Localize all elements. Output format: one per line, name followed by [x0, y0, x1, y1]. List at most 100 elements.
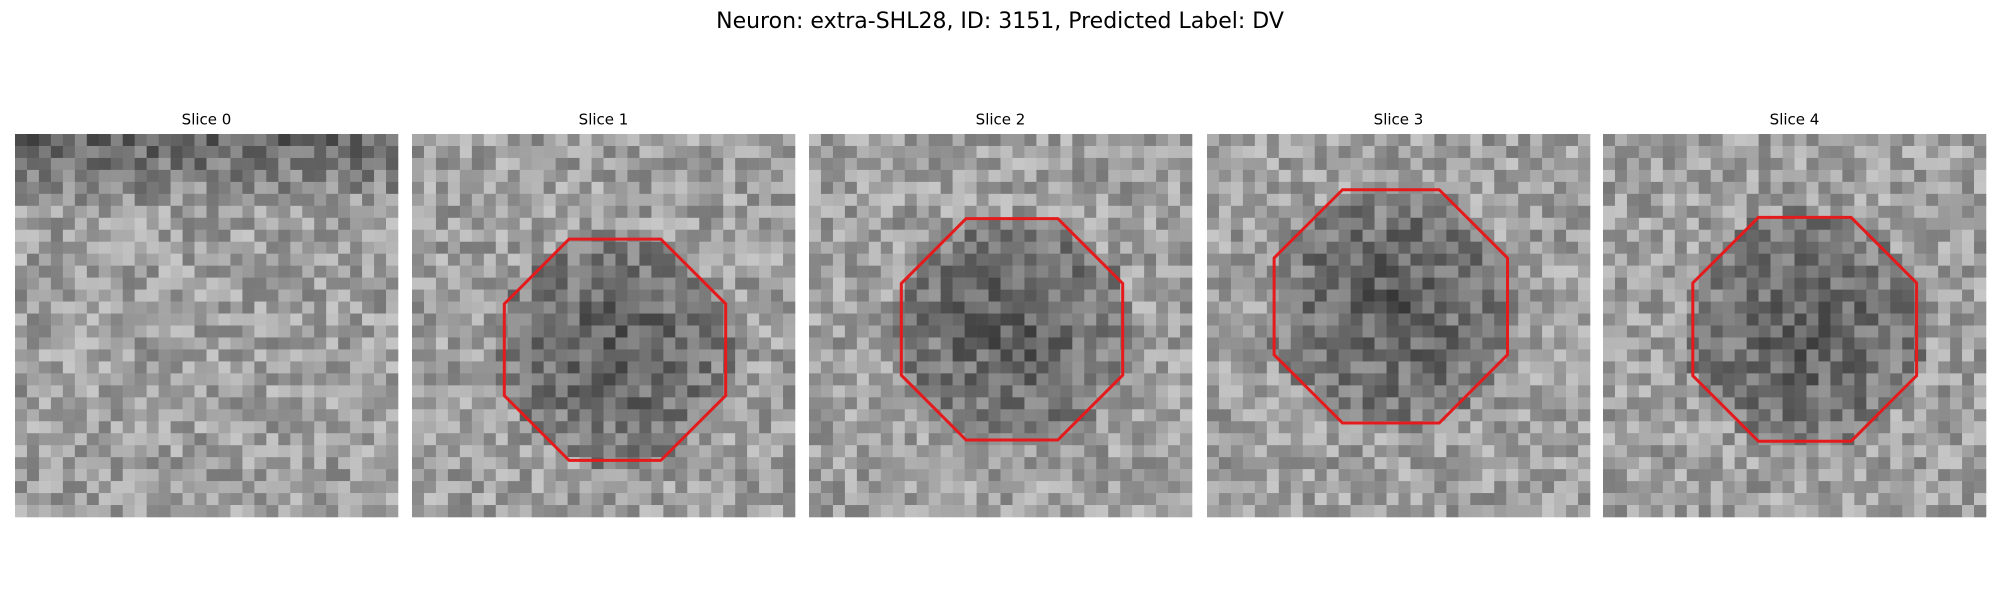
pixel [1626, 253, 1640, 266]
pixel [1374, 277, 1387, 290]
pixel [1302, 505, 1316, 518]
pixel [146, 397, 159, 410]
pixel [1374, 253, 1387, 266]
pixel [412, 433, 425, 446]
pixel [412, 409, 425, 422]
pixel [1012, 145, 1025, 159]
pixel [759, 157, 772, 171]
pixel [868, 505, 882, 518]
pixel [832, 265, 846, 278]
pixel [1422, 253, 1435, 266]
pixel [1458, 421, 1471, 434]
pixel [1230, 433, 1244, 446]
pixel [230, 265, 243, 278]
pixel [447, 289, 461, 302]
pixel [1506, 337, 1519, 350]
pixel [591, 325, 604, 338]
pixel [62, 361, 76, 374]
pixel [783, 361, 796, 374]
pixel [940, 505, 953, 518]
pixel [278, 181, 291, 195]
pixel [38, 301, 52, 314]
pixel [711, 241, 724, 254]
pixel [362, 505, 375, 518]
pixel [74, 397, 88, 410]
pixel [976, 277, 989, 290]
pixel [627, 361, 640, 374]
pixel [1506, 205, 1519, 219]
pixel [1386, 457, 1399, 470]
pixel [1638, 409, 1652, 422]
pixel [62, 301, 76, 314]
pixel [603, 361, 616, 374]
pixel [1603, 433, 1616, 446]
pixel [182, 493, 195, 506]
pixel [1362, 481, 1375, 494]
pixel [771, 181, 784, 195]
pixel [1120, 409, 1133, 422]
pixel [1362, 361, 1375, 374]
pixel [1950, 277, 1963, 290]
pixel [952, 193, 965, 207]
pixel [1638, 193, 1652, 207]
pixel [447, 361, 461, 374]
pixel [1494, 217, 1507, 231]
pixel [1168, 229, 1181, 243]
pixel [290, 397, 303, 410]
pixel [1338, 337, 1351, 350]
pixel [904, 337, 918, 350]
pixel [1132, 421, 1145, 434]
pixel [1914, 145, 1927, 159]
pixel [1230, 253, 1244, 266]
pixel [1458, 325, 1471, 338]
pixel [892, 253, 906, 266]
pixel [603, 217, 616, 231]
pixel [1398, 457, 1411, 470]
pixel [507, 481, 521, 494]
pixel [771, 217, 784, 231]
pixel [134, 433, 147, 446]
pixel [964, 409, 977, 422]
pixel [1470, 134, 1483, 147]
pixel [218, 253, 231, 266]
pixel [302, 457, 315, 470]
pixel [435, 505, 449, 518]
pixel [1048, 313, 1061, 326]
pixel [386, 397, 399, 410]
pixel [868, 433, 882, 446]
pixel [471, 277, 485, 290]
pixel [976, 505, 989, 518]
pixel [820, 241, 834, 254]
pixel [1638, 289, 1652, 302]
pixel [1710, 337, 1723, 350]
pixel [579, 289, 592, 302]
pixel [1386, 337, 1399, 350]
pixel [483, 469, 497, 482]
pixel [1036, 169, 1049, 183]
pixel [579, 253, 592, 266]
pixel [651, 134, 664, 147]
pixel [483, 337, 497, 350]
pixel [844, 349, 858, 362]
pixel [1410, 505, 1423, 518]
pixel [435, 373, 449, 386]
pixel [1060, 337, 1073, 350]
pixel [579, 277, 592, 290]
pixel [1218, 385, 1232, 398]
pixel [182, 157, 195, 171]
pixel [1180, 457, 1193, 470]
pixel [1566, 157, 1579, 171]
pixel [579, 301, 592, 314]
pixel [1084, 301, 1097, 314]
pixel [1662, 193, 1676, 207]
pixel [663, 134, 676, 147]
pixel [1494, 241, 1507, 254]
pixel [1024, 134, 1037, 147]
pixel [723, 145, 736, 159]
pixel [916, 313, 929, 326]
pixel [1096, 409, 1109, 422]
pixel [1144, 217, 1157, 231]
pixel [15, 169, 28, 183]
pixel [1386, 205, 1399, 219]
pixel [38, 313, 52, 326]
